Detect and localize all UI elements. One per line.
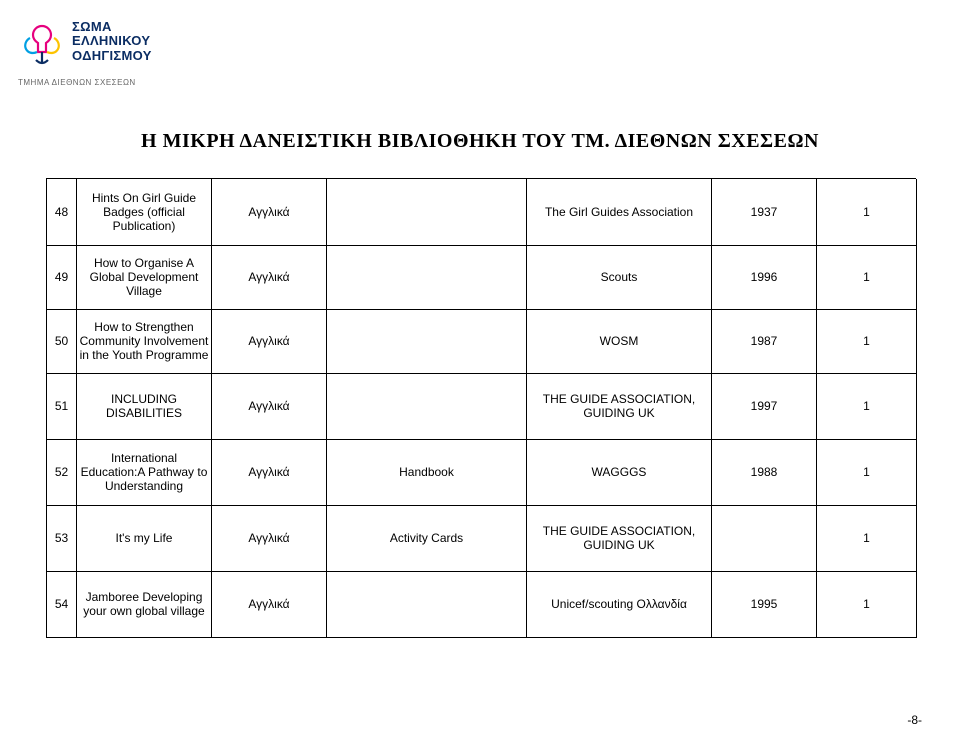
row-year [712,505,817,571]
row-publisher: Scouts [527,245,712,309]
table-row: 49How to Organise A Global Development V… [47,245,917,309]
table-row: 50How to Strengthen Community Involvemen… [47,309,917,373]
row-language: Αγγλικά [212,571,327,637]
row-language: Αγγλικά [212,245,327,309]
logo-text-line1: ΣΩΜΑ [72,20,152,34]
row-year: 1995 [712,571,817,637]
library-table: 48Hints On Girl Guide Badges (official P… [46,178,916,638]
row-quantity: 1 [817,179,917,245]
department-label: ΤΜΗΜΑ ΔΙΕΘΝΩΝ ΣΧΕΣΕΩΝ [18,78,136,87]
row-index: 49 [47,245,77,309]
row-publisher: WOSM [527,309,712,373]
row-language: Αγγλικά [212,179,327,245]
row-category [327,179,527,245]
row-year: 1997 [712,373,817,439]
page-title: Η ΜΙΚΡΗ ΔΑΝΕΙΣΤΙΚΗ ΒΙΒΛΙΟΘΗΚΗ ΤΟΥ ΤΜ. ΔΙ… [0,130,960,153]
row-category: Activity Cards [327,505,527,571]
row-title: How to Organise A Global Development Vil… [77,245,212,309]
header-logo-area: ΣΩΜΑ ΕΛΛΗΝΙΚΟΥ ΟΔΗΓΙΣΜΟΥ [18,20,152,68]
row-year: 1996 [712,245,817,309]
row-publisher: WAGGGS [527,439,712,505]
logo-text: ΣΩΜΑ ΕΛΛΗΝΙΚΟΥ ΟΔΗΓΙΣΜΟΥ [72,20,152,63]
table-row: 53It's my LifeΑγγλικάActivity CardsTHE G… [47,505,917,571]
row-year: 1987 [712,309,817,373]
table-row: 48Hints On Girl Guide Badges (official P… [47,179,917,245]
row-category [327,373,527,439]
row-quantity: 1 [817,505,917,571]
row-index: 48 [47,179,77,245]
row-quantity: 1 [817,309,917,373]
row-year: 1937 [712,179,817,245]
table-row: 54Jamboree Developing your own global vi… [47,571,917,637]
row-quantity: 1 [817,373,917,439]
row-quantity: 1 [817,571,917,637]
row-year: 1988 [712,439,817,505]
row-quantity: 1 [817,439,917,505]
row-language: Αγγλικά [212,439,327,505]
table-row: 51INCLUDING DISABILITIESΑγγλικά THE GUIDE… [47,373,917,439]
row-index: 50 [47,309,77,373]
logo-text-line3: ΟΔΗΓΙΣΜΟΥ [72,49,152,63]
row-category: Handbook [327,439,527,505]
table-row: 52International Education:A Pathway to U… [47,439,917,505]
row-quantity: 1 [817,245,917,309]
row-category [327,245,527,309]
row-category [327,571,527,637]
row-index: 51 [47,373,77,439]
row-publisher: The Girl Guides Association [527,179,712,245]
row-category [327,309,527,373]
row-title: International Education:A Pathway to Und… [77,439,212,505]
row-publisher: THE GUIDE ASSOCIATION, GUIDING UK [527,505,712,571]
row-index: 53 [47,505,77,571]
row-title: INCLUDING DISABILITIES [77,373,212,439]
row-title: It's my Life [77,505,212,571]
row-index: 52 [47,439,77,505]
trefoil-logo-icon [18,20,66,68]
row-publisher: Unicef/scouting Ολλανδία [527,571,712,637]
page-number: -8- [907,713,922,727]
row-index: 54 [47,571,77,637]
logo-text-line2: ΕΛΛΗΝΙΚΟΥ [72,34,152,48]
row-publisher: THE GUIDE ASSOCIATION, GUIDING UK [527,373,712,439]
row-title: How to Strengthen Community Involvement … [77,309,212,373]
row-language: Αγγλικά [212,505,327,571]
row-title: Jamboree Developing your own global vill… [77,571,212,637]
row-language: Αγγλικά [212,373,327,439]
row-language: Αγγλικά [212,309,327,373]
row-title: Hints On Girl Guide Badges (official Pub… [77,179,212,245]
